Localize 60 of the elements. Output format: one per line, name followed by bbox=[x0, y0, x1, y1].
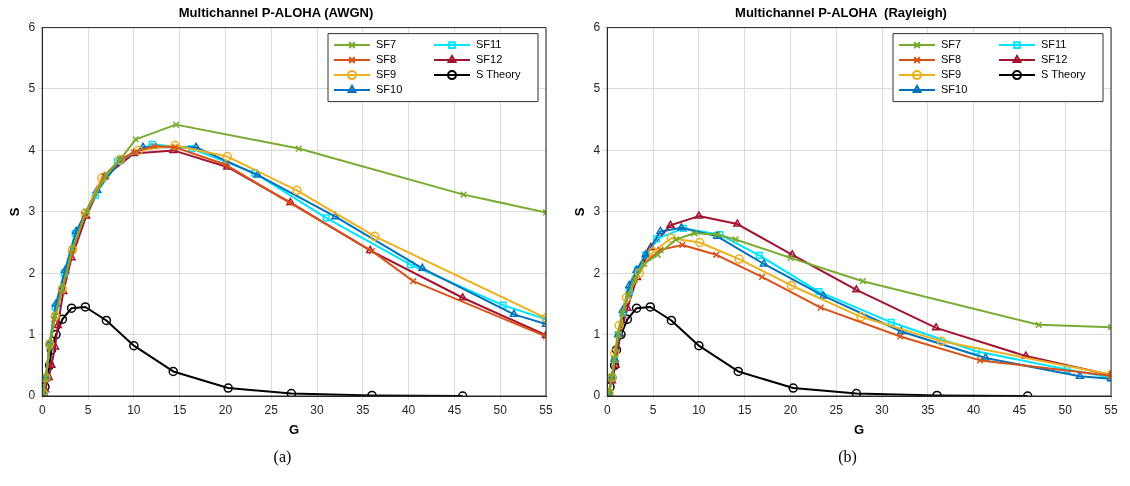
y-tick-label: 1 bbox=[593, 326, 601, 341]
y-tick-label: 6 bbox=[593, 19, 601, 34]
legend-label: SF7 bbox=[941, 38, 962, 51]
x-tick-label: 5 bbox=[84, 402, 92, 417]
legend-label: SF11 bbox=[1041, 38, 1067, 51]
x-tick-label: 40 bbox=[401, 402, 416, 417]
legend-label: SF8 bbox=[376, 53, 397, 66]
x-tick-label: 20 bbox=[218, 402, 233, 417]
x-tick-label: 15 bbox=[737, 402, 752, 417]
x-tick-label: 40 bbox=[966, 402, 981, 417]
y-tick-label: 3 bbox=[593, 204, 601, 219]
legend-label: SF11 bbox=[476, 38, 502, 51]
legend-label: SF7 bbox=[376, 38, 397, 51]
y-axis-title: S bbox=[7, 207, 23, 217]
y-tick-label: 0 bbox=[593, 388, 601, 403]
legend-label: SF9 bbox=[941, 68, 962, 81]
x-tick-label: 30 bbox=[875, 402, 890, 417]
x-tick-label: 55 bbox=[539, 402, 553, 417]
legend-label: SF10 bbox=[376, 83, 403, 96]
legend-label: S Theory bbox=[476, 68, 521, 81]
y-tick-label: 4 bbox=[593, 142, 601, 157]
x-axis-title: G bbox=[289, 421, 300, 437]
y-tick-label: 3 bbox=[28, 204, 36, 219]
y-tick-label: 2 bbox=[28, 265, 36, 280]
x-tick-label: 45 bbox=[1012, 402, 1027, 417]
x-tick-label: 10 bbox=[692, 402, 706, 417]
y-tick-label: 2 bbox=[593, 265, 601, 280]
legend-label: SF12 bbox=[1041, 53, 1068, 66]
legend-label: SF9 bbox=[376, 68, 397, 81]
y-tick-label: 5 bbox=[593, 81, 601, 96]
y-tick-label: 6 bbox=[28, 19, 36, 34]
legend-label: SF8 bbox=[941, 53, 962, 66]
chart-title: Multichannel P-ALOHA (AWGN) bbox=[178, 5, 374, 21]
x-tick-label: 5 bbox=[649, 402, 657, 417]
x-tick-label: 50 bbox=[1058, 402, 1073, 417]
x-tick-label: 25 bbox=[829, 402, 844, 417]
x-tick-label: 45 bbox=[447, 402, 462, 417]
y-tick-label: 4 bbox=[28, 142, 36, 157]
y-tick-label: 0 bbox=[28, 388, 36, 403]
x-tick-label: 35 bbox=[921, 402, 935, 417]
y-tick-label: 5 bbox=[28, 81, 36, 96]
x-tick-label: 0 bbox=[603, 402, 611, 417]
y-tick-label: 1 bbox=[28, 326, 36, 341]
text: (a) bbox=[272, 448, 293, 466]
x-tick-label: 20 bbox=[783, 402, 798, 417]
x-tick-label: 55 bbox=[1104, 402, 1118, 417]
text: (b) bbox=[837, 448, 858, 466]
x-axis-title: G bbox=[854, 421, 865, 437]
legend-label: SF10 bbox=[941, 83, 968, 96]
x-tick-label: 25 bbox=[264, 402, 279, 417]
y-axis-title: S bbox=[572, 207, 588, 217]
x-tick-label: 15 bbox=[172, 402, 187, 417]
chart-title: Multichannel P-ALOHA (Rayleigh) bbox=[735, 5, 947, 21]
x-tick-label: 50 bbox=[493, 402, 508, 417]
x-tick-label: 30 bbox=[310, 402, 325, 417]
x-tick-label: 35 bbox=[356, 402, 370, 417]
legend-label: SF12 bbox=[476, 53, 503, 66]
x-tick-label: 0 bbox=[38, 402, 46, 417]
legend-label: S Theory bbox=[1041, 68, 1086, 81]
x-tick-label: 10 bbox=[127, 402, 141, 417]
